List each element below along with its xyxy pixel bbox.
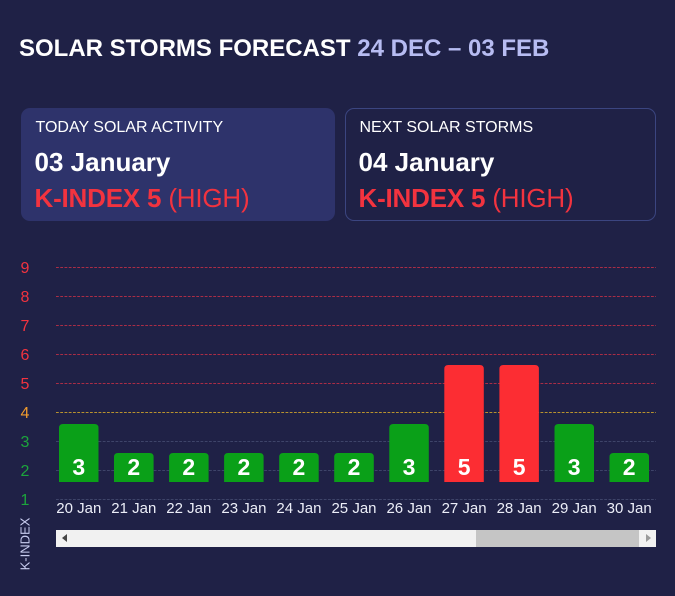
svg-text:26 Jan: 26 Jan [386, 500, 431, 517]
svg-text:7: 7 [21, 318, 30, 335]
svg-text:2: 2 [127, 454, 140, 480]
svg-text:2: 2 [348, 454, 361, 480]
svg-text:8: 8 [21, 289, 30, 306]
svg-text:2: 2 [238, 454, 251, 480]
svg-text:3: 3 [21, 434, 30, 451]
svg-text:2: 2 [182, 454, 195, 480]
svg-text:20 Jan: 20 Jan [56, 500, 101, 517]
svg-text:2: 2 [623, 454, 636, 480]
svg-text:5: 5 [513, 454, 526, 480]
svg-text:2: 2 [293, 454, 306, 480]
svg-text:3: 3 [403, 454, 416, 480]
svg-text:4: 4 [21, 405, 30, 422]
svg-text:1: 1 [21, 492, 30, 509]
svg-text:29 Jan: 29 Jan [552, 500, 597, 517]
svg-text:27 Jan: 27 Jan [442, 500, 487, 517]
svg-text:23 Jan: 23 Jan [221, 500, 266, 517]
svg-text:3: 3 [568, 454, 581, 480]
svg-text:30 Jan: 30 Jan [607, 500, 652, 517]
svg-text:25 Jan: 25 Jan [331, 500, 376, 517]
svg-text:24 Jan: 24 Jan [276, 500, 321, 517]
svg-text:21 Jan: 21 Jan [111, 500, 156, 517]
svg-text:3: 3 [72, 454, 85, 480]
svg-text:6: 6 [21, 347, 30, 364]
svg-text:28 Jan: 28 Jan [497, 500, 542, 517]
svg-text:5: 5 [458, 454, 471, 480]
svg-text:5: 5 [21, 376, 30, 393]
svg-text:2: 2 [21, 463, 30, 480]
svg-text:22 Jan: 22 Jan [166, 500, 211, 517]
svg-text:9: 9 [21, 260, 30, 277]
